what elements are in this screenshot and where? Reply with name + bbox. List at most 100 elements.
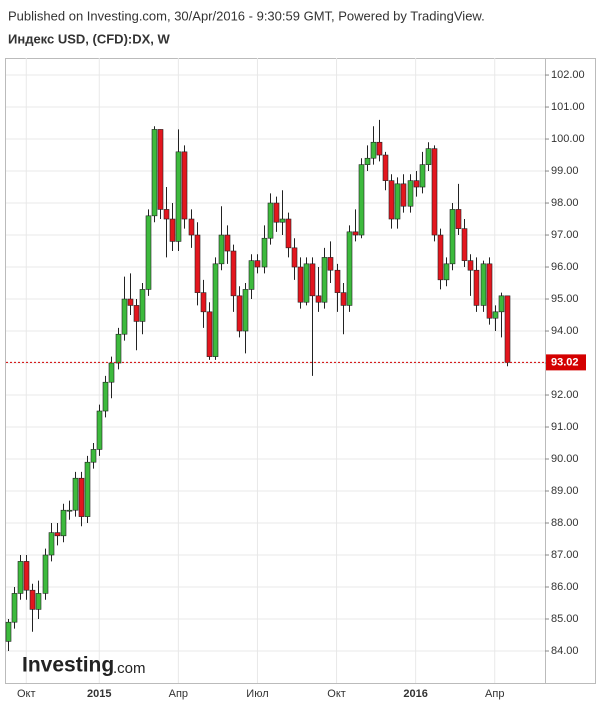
candle-body bbox=[394, 183, 401, 220]
candle-body bbox=[400, 183, 407, 207]
candle-body bbox=[175, 151, 182, 242]
x-tick-label: 2015 bbox=[87, 688, 111, 700]
candle-body bbox=[72, 477, 79, 511]
candle-body bbox=[139, 289, 146, 322]
candle-body bbox=[492, 311, 499, 319]
candle-body bbox=[206, 311, 213, 357]
logo: Investing bbox=[22, 654, 114, 677]
candle-body bbox=[279, 218, 286, 223]
y-tick-label: 97.00 bbox=[551, 229, 579, 241]
candle-body bbox=[145, 215, 152, 290]
candle-body bbox=[297, 266, 304, 303]
candle-body bbox=[157, 129, 164, 210]
candle-body bbox=[498, 295, 505, 313]
candle-body bbox=[273, 202, 280, 223]
candle-body bbox=[455, 209, 462, 229]
candle-body bbox=[358, 164, 365, 236]
candle-body bbox=[449, 209, 456, 265]
y-tick-label: 85.00 bbox=[551, 613, 579, 625]
logo-suffix: .com bbox=[113, 660, 146, 677]
candle-body bbox=[315, 295, 322, 303]
candle-body bbox=[248, 260, 255, 290]
candle-body bbox=[467, 260, 474, 271]
candle-body bbox=[236, 295, 243, 332]
candle-body bbox=[29, 589, 36, 610]
candle-body bbox=[181, 151, 188, 220]
candle-body bbox=[370, 141, 377, 159]
candle-body bbox=[346, 231, 353, 306]
y-tick-label: 95.00 bbox=[551, 293, 579, 305]
candle-body bbox=[169, 218, 176, 242]
y-tick-label: 94.00 bbox=[551, 325, 579, 337]
symbol-title: Индекс USD, (CFD):DX, W bbox=[8, 31, 171, 46]
candle-body bbox=[437, 234, 444, 281]
candle-body bbox=[480, 263, 487, 306]
y-tick-label: 99.00 bbox=[551, 165, 579, 177]
candle-body bbox=[382, 154, 389, 181]
candle-body bbox=[419, 164, 426, 188]
candle-body bbox=[48, 532, 55, 556]
candle-body bbox=[327, 257, 334, 271]
candle-body bbox=[23, 561, 30, 591]
candle-body bbox=[102, 381, 109, 412]
y-tick-label: 89.00 bbox=[551, 485, 579, 497]
y-tick-label: 87.00 bbox=[551, 549, 579, 561]
candle-body bbox=[133, 305, 140, 322]
candle-body bbox=[285, 218, 292, 249]
candle-body bbox=[54, 532, 61, 537]
x-tick-label: 2016 bbox=[403, 688, 427, 700]
published-note: Published on Investing.com, 30/Apr/2016 … bbox=[8, 8, 485, 23]
x-tick-label: Апр bbox=[485, 688, 504, 700]
candle-body bbox=[364, 157, 371, 165]
candle-body bbox=[376, 141, 383, 156]
candle-body bbox=[96, 410, 103, 450]
candle-body bbox=[352, 231, 359, 236]
candle-body bbox=[321, 257, 328, 303]
candle-body bbox=[115, 333, 122, 364]
y-tick-label: 98.00 bbox=[551, 197, 579, 209]
y-tick-label: 92.00 bbox=[551, 389, 579, 401]
candle-body bbox=[443, 263, 450, 281]
candle-body bbox=[224, 234, 231, 252]
candle-body bbox=[425, 148, 432, 165]
candle-body bbox=[17, 561, 24, 594]
y-tick-label: 91.00 bbox=[551, 421, 579, 433]
y-tick-label: 100.00 bbox=[551, 133, 585, 145]
candle-body bbox=[388, 180, 395, 220]
candle-body bbox=[291, 247, 298, 268]
y-tick-label: 102.00 bbox=[551, 69, 585, 81]
candle-body bbox=[407, 180, 414, 207]
y-tick-label: 90.00 bbox=[551, 453, 579, 465]
x-tick-label: Апр bbox=[169, 688, 188, 700]
candle-body bbox=[267, 202, 274, 239]
candle-body bbox=[413, 180, 420, 188]
candle-body bbox=[431, 148, 438, 236]
candle-body bbox=[66, 509, 73, 512]
y-tick-label: 88.00 bbox=[551, 517, 579, 529]
candle-body bbox=[212, 263, 219, 357]
candle-body bbox=[151, 129, 158, 217]
candle-body bbox=[127, 298, 134, 306]
candle-body bbox=[461, 228, 468, 261]
candle-body bbox=[108, 362, 115, 383]
x-tick-label: Окт bbox=[17, 688, 36, 700]
candle-body bbox=[35, 593, 42, 610]
candle-body bbox=[121, 298, 128, 335]
candle-body bbox=[5, 621, 12, 642]
candle-body bbox=[334, 269, 341, 293]
last-price-box bbox=[546, 354, 586, 371]
candle-body bbox=[486, 263, 493, 319]
candle-body bbox=[309, 263, 316, 297]
candle-body bbox=[90, 449, 97, 463]
candle-body bbox=[340, 292, 347, 306]
candle-body bbox=[303, 263, 310, 303]
candle-body bbox=[254, 260, 261, 268]
chart-frame bbox=[5, 58, 596, 684]
candle-body bbox=[504, 295, 511, 363]
candle-body bbox=[194, 234, 201, 293]
candle-body bbox=[84, 461, 91, 517]
candle-body bbox=[242, 289, 249, 332]
candle-body bbox=[218, 234, 225, 265]
last-price-label: 93.02 bbox=[551, 356, 579, 368]
